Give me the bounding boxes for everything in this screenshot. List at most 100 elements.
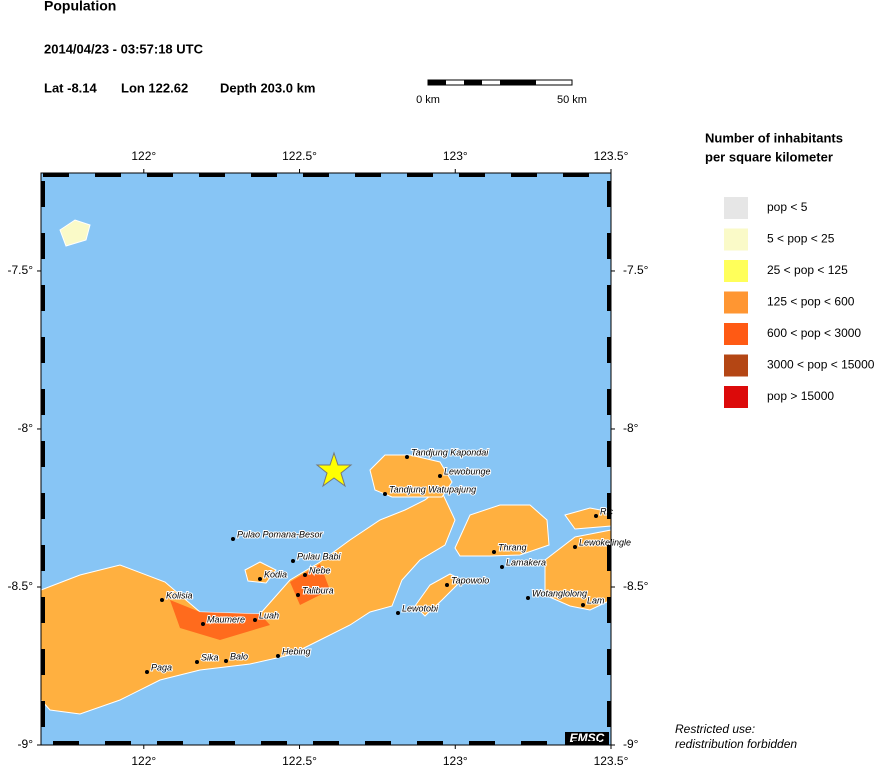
island <box>544 529 612 611</box>
lat-tick-label: -8° <box>18 421 34 435</box>
legend-swatch <box>724 291 748 314</box>
legend: pop < 5 5 < pop < 25 25 < pop < 125 125 < p… <box>724 197 875 408</box>
scale-end: 50 km <box>557 94 587 106</box>
place-label: Pulau Babi <box>297 551 342 561</box>
legend-swatch <box>724 260 748 282</box>
place-label: Lam <box>587 595 605 605</box>
scale-seg <box>428 80 446 85</box>
place-label: Nebe <box>309 565 331 575</box>
epicenter <box>315 451 353 488</box>
legend-swatch <box>724 197 748 219</box>
place-dot <box>276 654 280 658</box>
dense-area <box>170 600 270 640</box>
datetime: 2014/04/23 - 03:57:18 UTC <box>44 41 204 56</box>
place-dot <box>145 670 149 674</box>
place-label: Maumere <box>207 614 245 624</box>
lat-tick-label: -8.5° <box>623 579 649 593</box>
place-dot <box>224 659 228 663</box>
place-dot <box>160 598 164 602</box>
place-label: Sika <box>201 652 219 662</box>
place-label: Wotanglolong <box>532 588 587 598</box>
scale-bar: 0 km 50 km <box>416 79 587 106</box>
lat-tick-label: -8.5° <box>8 579 34 593</box>
lat-tick-label: -9° <box>623 737 639 751</box>
place-label: Pulao Pomana-Besor <box>237 529 324 539</box>
place-dot <box>195 660 199 664</box>
place-label: Tandjung Kapondai <box>411 447 489 457</box>
lat-tick-label: -7.5° <box>8 263 34 277</box>
legend-label: pop < 5 <box>767 200 808 214</box>
legend-label: 5 < pop < 25 <box>767 232 835 246</box>
place-dot <box>594 514 598 518</box>
place-dot <box>526 596 530 600</box>
legend-label: 125 < pop < 600 <box>767 295 855 309</box>
place-label: Balo <box>230 651 248 661</box>
scale-seg <box>500 80 536 85</box>
place-dot <box>396 611 400 615</box>
island <box>454 504 550 557</box>
lon-tick-label: 123.5° <box>594 149 629 163</box>
place-dot <box>581 603 585 607</box>
dense-area <box>290 564 330 605</box>
place-dot <box>500 565 504 569</box>
place-label: Talibura <box>302 585 334 595</box>
title: Population <box>44 0 116 14</box>
footer: Restricted use: <box>675 722 755 736</box>
lon-tick-label: 123° <box>443 149 468 163</box>
depth: Depth 203.0 km <box>220 80 315 95</box>
place-label: Kolisia <box>166 590 193 600</box>
place-dot <box>445 583 449 587</box>
legend-swatch <box>724 354 748 377</box>
legend-swatch <box>724 323 748 345</box>
place-dot <box>231 537 235 541</box>
place-dot <box>201 622 205 626</box>
legend-label: 3000 < pop < 15000 <box>767 358 875 372</box>
lon-tick-label: 123.5° <box>594 754 629 768</box>
place-dot <box>291 559 295 563</box>
lat-tick-label: -9° <box>18 737 34 751</box>
place-label: Lewokelingle <box>579 537 631 547</box>
place-label: Kodia <box>264 569 287 579</box>
lon-tick-label: 122° <box>131 754 156 768</box>
island <box>244 561 277 584</box>
place-dot <box>438 474 442 478</box>
place-label: Thrang <box>498 542 527 552</box>
place-dot <box>296 593 300 597</box>
legend-label: pop > 15000 <box>767 389 834 403</box>
place-label: Tapowolo <box>451 575 489 585</box>
legend-label: 600 < pop < 3000 <box>767 326 861 340</box>
scale-seg <box>464 80 482 85</box>
lon-tick-label: 122° <box>131 149 156 163</box>
lon-tick-label: 123° <box>443 754 468 768</box>
place-label: Paga <box>151 662 172 672</box>
island <box>414 573 463 617</box>
lon: Lon 122.62 <box>121 80 188 95</box>
lat-tick-label: -8° <box>623 421 639 435</box>
frame-dashes <box>41 173 611 745</box>
place-dot <box>303 573 307 577</box>
place-label: Lewotobi <box>402 603 439 613</box>
legend-swatch <box>724 228 748 251</box>
place-label: Lamakera <box>506 557 546 567</box>
place-dot <box>405 455 409 459</box>
place-dot <box>573 545 577 549</box>
land <box>40 219 612 715</box>
place-dot <box>253 618 257 622</box>
lat: Lat -8.14 <box>44 80 98 95</box>
place-label: Lewobunge <box>444 466 491 476</box>
dense-areas <box>170 564 330 640</box>
place-label: Luah <box>259 610 279 620</box>
scale-start: 0 km <box>416 94 440 106</box>
legend-swatch <box>724 386 748 408</box>
place-dot <box>383 492 387 496</box>
map: EMSC Tandjung KapondaiLewobungeTandjung … <box>40 172 632 746</box>
lat-tick-label: -7.5° <box>623 263 649 277</box>
footer: redistribution forbidden <box>675 737 797 751</box>
lon-tick-label: 122.5° <box>282 754 317 768</box>
legend-subtitle: per square kilometer <box>705 149 833 164</box>
legend-title: Number of inhabitants <box>705 130 843 145</box>
place-label: Tandjung Watupajung <box>389 484 476 494</box>
lon-tick-label: 122.5° <box>282 149 317 163</box>
